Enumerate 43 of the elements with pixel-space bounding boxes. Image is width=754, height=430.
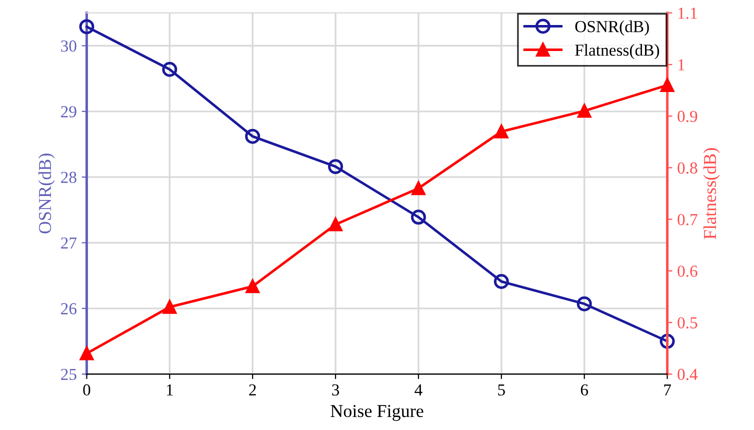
y2-tick-label: 0.6: [678, 266, 698, 277]
x-tick-label: 7: [664, 384, 671, 396]
x-tick-label: 5: [498, 384, 505, 396]
y2-tick-label: 1.1: [678, 8, 697, 19]
legend-label: OSNR(dB): [575, 20, 649, 36]
y2-tick-label: 0.8: [678, 162, 698, 174]
point: [578, 104, 592, 118]
y-axis-title: OSNR(dB): [38, 154, 55, 234]
point: [494, 124, 508, 138]
point: [79, 19, 94, 34]
point: [576, 296, 592, 312]
point: [246, 280, 260, 294]
y2-tick-label: 0.7: [678, 214, 698, 226]
point: [494, 274, 509, 289]
point: [328, 218, 342, 232]
y2-axis-title: Flatness(dB): [703, 148, 720, 240]
x-tick-label: 3: [332, 384, 340, 396]
point: [660, 334, 675, 349]
point: [245, 128, 260, 144]
point: [410, 210, 426, 225]
point: [412, 182, 426, 196]
x-tick-label: 6: [580, 384, 588, 396]
x-tick-label: 1: [166, 384, 173, 396]
x-tick-label: 0: [83, 384, 90, 396]
y-tick-label: 27: [61, 238, 77, 249]
point: [660, 78, 674, 92]
x-tick-label: 4: [414, 384, 422, 396]
point: [162, 300, 176, 314]
y-tick-label: 26: [61, 303, 76, 314]
y2-tick-label: 1: [678, 59, 684, 70]
y2-tick-label: 0.4: [678, 368, 698, 380]
y-tick-label: 28: [61, 172, 76, 184]
y-tick-label: 30: [61, 40, 76, 52]
y-tick-label: 29: [61, 106, 76, 118]
point: [162, 62, 178, 77]
point: [328, 159, 344, 174]
x-axis-title: Noise Figure: [330, 405, 424, 421]
point: [80, 346, 94, 360]
x-tick-label: 2: [249, 384, 256, 396]
y2-tick-label: 0.9: [678, 110, 698, 122]
y2-tick-label: 0.5: [678, 317, 698, 329]
legend-label: Flatness(dB): [575, 44, 660, 60]
y-tick-label: 25: [61, 368, 76, 380]
